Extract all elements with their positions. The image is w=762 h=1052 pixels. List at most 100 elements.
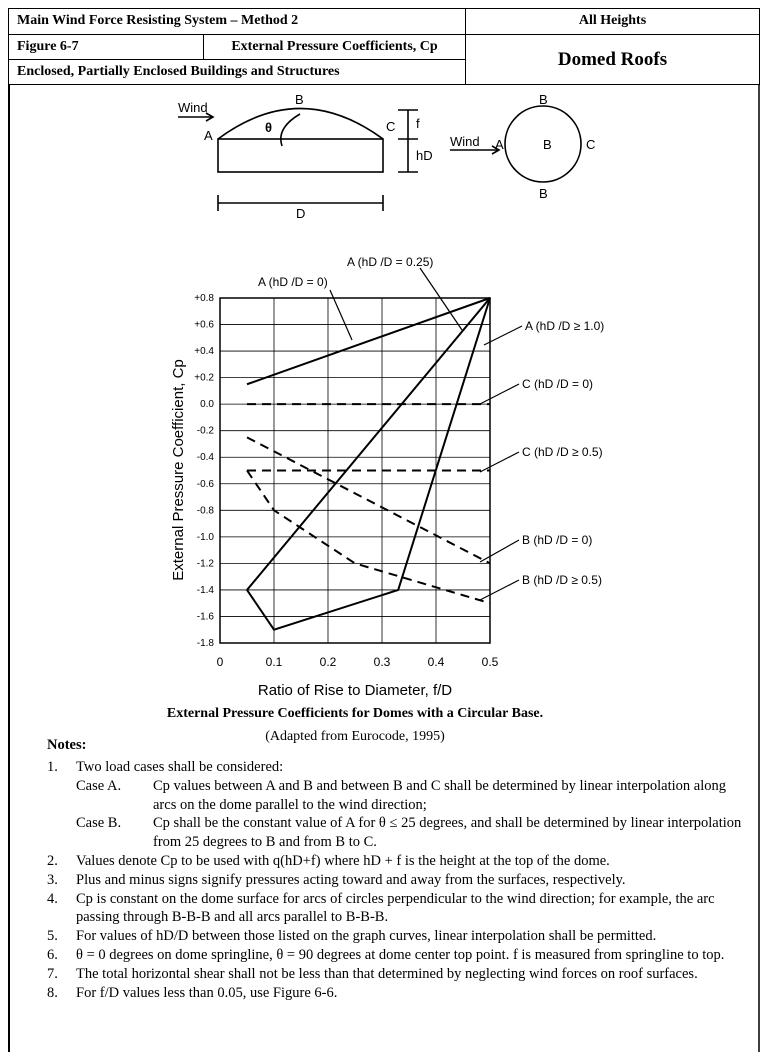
header-cell: All Heights — [465, 8, 760, 35]
leader-arrow — [483, 325, 523, 346]
y-tick-label: -0.4 — [197, 452, 215, 463]
point-label: B — [295, 92, 304, 107]
y-tick-label: +0.2 — [194, 373, 214, 384]
note-number: 5. — [47, 928, 58, 945]
note-item: 4. Cp is constant on the dome surface for… — [47, 890, 752, 928]
chart-title: External Pressure Coefficients for Domes… — [167, 706, 543, 721]
note-case: Case A. Cp values between A and B and bet… — [76, 777, 752, 815]
note-number: 1. — [47, 759, 58, 775]
series-label: C (hD /D ≥ 0.5) — [522, 445, 603, 459]
note-body: For f/D values less than 0.05, use Figur… — [76, 984, 337, 1003]
header-cell: Enclosed, Partially Enclosed Buildings a… — [8, 59, 466, 85]
note-item: 5. For values of hD/D between those liste… — [47, 927, 752, 946]
note-item: 8. For f/D values less than 0.05, use Fig… — [47, 984, 752, 1003]
y-tick-label: 0.0 — [200, 399, 214, 410]
note-number: 2. — [47, 852, 58, 869]
note-item: 6. θ = 0 degrees on dome springline, θ = … — [47, 946, 752, 965]
elevation-diagram — [178, 105, 582, 211]
note-item: 3. Plus and minus signs signify pressures… — [47, 871, 752, 890]
note-text: For values of hD/D between those listed … — [76, 928, 657, 945]
note-number: 8. — [47, 984, 58, 1001]
note-body: For values of hD/D between those listed … — [76, 927, 656, 946]
note-item: 2. Values denote Cp to be used with q(hD+… — [47, 852, 752, 871]
angle-arc — [280, 113, 301, 147]
note-text: Two load cases shall be considered: — [76, 759, 284, 775]
series-label: A (hD /D ≥ 1.0) — [525, 319, 604, 333]
wind-label: Wind — [450, 134, 480, 149]
x-tick-label: 0.4 — [428, 655, 445, 669]
header-cell: Domed Roofs — [465, 34, 760, 85]
series-label: C (hD /D = 0) — [522, 377, 593, 391]
leader-arrow — [419, 267, 463, 331]
y-axis-title: External Pressure Coefficient, Cp — [170, 359, 187, 581]
angle-label: θ — [265, 120, 272, 135]
note-number: 7. — [47, 965, 58, 982]
y-tick-label: -0.6 — [197, 479, 215, 490]
point-label: C — [386, 119, 395, 134]
point-label: B — [539, 92, 548, 107]
y-tick-label: -1.2 — [197, 558, 215, 569]
note-item: 7. The total horizontal shear shall not b… — [47, 965, 752, 984]
point-label: B — [543, 137, 552, 152]
notes: 1. Two load cases shall be considered: Cas… — [47, 758, 752, 1002]
wind-label: Wind — [178, 100, 208, 115]
series-label: A (hD /D = 0.25) — [347, 255, 433, 269]
series-label: B (hD /D ≥ 0.5) — [522, 573, 602, 587]
note-text: θ = 0 degrees on dome springline, θ = 90… — [76, 946, 725, 963]
x-tick-label: 0.2 — [320, 655, 337, 669]
y-tick-label: -1.0 — [197, 532, 215, 543]
note-case: Case B. Cp shall be the constant value of… — [76, 814, 752, 852]
leader-arrow — [479, 383, 520, 405]
note-text: The total horizontal shear shall not be … — [76, 965, 698, 982]
header-cell: Main Wind Force Resisting System – Metho… — [8, 8, 466, 35]
dome-arc — [217, 107, 384, 140]
y-tick-label: -1.6 — [197, 611, 215, 622]
note-body: θ = 0 degrees on dome springline, θ = 90… — [76, 946, 724, 965]
note-text: Plus and minus signs signify pressures a… — [76, 871, 626, 888]
diameter-label: D — [296, 206, 305, 221]
case-label: Case B. — [76, 815, 122, 832]
note-item: 1. Two load cases shall be considered: Cas… — [47, 758, 752, 852]
y-tick-label: -0.8 — [197, 505, 215, 516]
note-text: Cp is constant on the dome surface for a… — [76, 890, 715, 926]
note-text: Values denote Cp to be used with q(hD+f)… — [76, 852, 610, 869]
plan-circle — [504, 105, 582, 183]
x-tick-label: 0.3 — [374, 655, 391, 669]
y-tick-label: +0.6 — [194, 320, 214, 331]
note-body: The total horizontal shear shall not be … — [76, 965, 698, 984]
leader-arrow — [479, 539, 520, 563]
case-label: Case A. — [76, 777, 122, 794]
x-tick-label: 0.1 — [266, 655, 283, 669]
x-tick-label: 0 — [217, 655, 224, 669]
series-label: B (hD /D = 0) — [522, 533, 592, 547]
arrow-head — [205, 112, 215, 122]
series-line — [246, 297, 491, 631]
note-body: Cp is constant on the dome surface for a… — [76, 890, 752, 928]
series-line — [246, 297, 491, 591]
point-label: A — [495, 137, 504, 152]
series-line — [246, 436, 491, 565]
leader-arrow — [479, 451, 520, 473]
header-cell: Figure 6-7 — [8, 34, 204, 60]
y-tick-label: +0.8 — [194, 293, 214, 304]
note-body: Values denote Cp to be used with q(hD+f)… — [76, 852, 610, 871]
leader-arrow — [479, 579, 520, 601]
note-text: For f/D values less than 0.05, use Figur… — [76, 984, 338, 1001]
chart-subtitle: (Adapted from Eurocode, 1995) — [265, 729, 445, 744]
x-tick-label: 0.5 — [482, 655, 499, 669]
y-tick-label: -0.2 — [197, 426, 215, 437]
wall — [217, 138, 384, 173]
arrow-head — [491, 145, 501, 155]
case-text: Cp shall be the constant value of A for … — [153, 815, 742, 851]
leader-arrow — [329, 289, 353, 341]
case-text: Cp values between A and B and between B … — [153, 777, 727, 813]
note-number: 3. — [47, 871, 58, 888]
series-line — [246, 469, 491, 605]
point-label: A — [204, 128, 213, 143]
note-number: 6. — [47, 946, 58, 963]
y-tick-label: -1.8 — [197, 638, 215, 649]
y-tick-label: +0.4 — [194, 346, 214, 357]
point-label: C — [586, 137, 595, 152]
